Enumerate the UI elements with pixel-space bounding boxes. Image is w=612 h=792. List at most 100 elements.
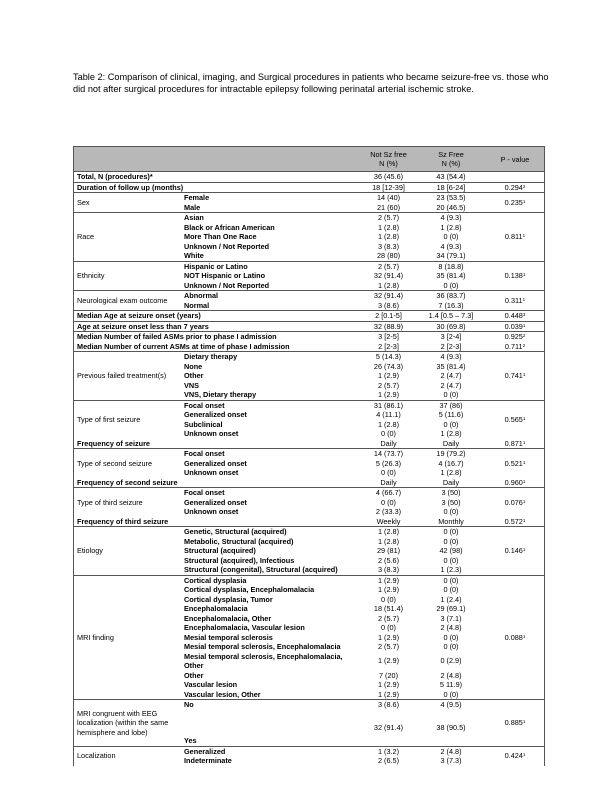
sz-free-value: 5 (11.6) (438, 410, 464, 419)
not-sz-free-value: 1 (2.8) (377, 536, 400, 546)
sz-free-value: Monthly (438, 516, 464, 526)
row-group: Etiology Genetic, Structural (acquired) 1 … (74, 527, 544, 575)
sz-free-value: 18 [6-24] (436, 182, 466, 192)
sz-free-value: 0 (0) (443, 585, 459, 594)
p-value-test-marker: 2 (522, 333, 526, 338)
table-row: Vascular lesion 1 (2.9) 5 11.9) (184, 680, 486, 690)
sz-free-value: 2 (4.7) (440, 380, 462, 390)
table-row: Dietary therapy 5 (14.3) 4 (9.3) (184, 352, 486, 362)
table-row: Total, N (procedures)* 36 (45.6) 43 (54.4) (74, 172, 544, 182)
table-row: Generalized 1 (3.2) 2 (4.8) (184, 747, 486, 757)
not-sz-free-value: 1 (2.8) (377, 222, 400, 232)
category-label: Dietary therapy (184, 352, 238, 361)
category-label: Subclinical (184, 419, 223, 429)
table-row: Cortical dysplasia, Tumor 0 (0) 1 (2.4) (184, 595, 486, 605)
category-label: Structural (congenital), Structural (acq… (184, 565, 338, 574)
not-sz-free-value: 14 (40) (376, 193, 401, 202)
sz-free-value: 8 (18.8) (438, 261, 464, 271)
table-row: Mesial temporal sclerosis, Encephalomala… (184, 652, 486, 671)
category-label: Generalized onset (184, 410, 247, 419)
sz-free-value: 20 (46.5) (436, 202, 466, 212)
sz-free-value: 1.4 [0.5 – 7.3] (428, 311, 474, 320)
not-sz-free-value: 18 [12-39] (372, 182, 405, 192)
not-sz-free-value: 2 (5.7) (377, 642, 400, 651)
p-value-test-marker: 1 (522, 372, 526, 377)
sz-free-value: Daily (442, 477, 460, 487)
table-row: Unknown onset 2 (33.3) 0 (0) (184, 507, 486, 517)
p-value-cell: 0.088 1 (486, 576, 544, 700)
p-value: 0.871 (504, 438, 523, 448)
not-sz-free-value: 0 (0) (380, 468, 396, 477)
table-row: Male 21 (60) 20 (46.5) (184, 203, 486, 213)
group-label: Type of second seizure (77, 458, 153, 468)
row-group: MRI finding Cortical dysplasia 1 (2.9) 0 (0… (74, 576, 544, 700)
p-value-test-marker: 2 (522, 183, 526, 189)
table-row: Median Number of current ASMs at time of… (74, 342, 544, 352)
table-row: NOT Hispanic or Latino 32 (91.4) 35 (81.4) (184, 271, 486, 281)
table-row: Structural (congenital), Structural (acq… (184, 565, 486, 575)
sz-free-value: 37 (86) (439, 400, 463, 410)
p-value-test-marker: 2 (522, 342, 526, 348)
category-label: Unknown onset (184, 507, 239, 516)
not-sz-free-value: Daily (380, 438, 397, 448)
table-row: Unknown onset 0 (0) 1 (2.8) (184, 429, 486, 439)
sz-free-value: 42 (98) (439, 546, 463, 555)
row-label: Frequency of seizure (77, 438, 150, 448)
not-sz-free-value: 1 (3.2) (377, 746, 400, 756)
header-not-sz-free: Not Sz free N (%) (370, 150, 407, 168)
p-value-cell: 0.4483 (486, 311, 544, 321)
group-label: Etiology (77, 546, 103, 555)
category-label: Other (184, 371, 204, 380)
not-sz-free-value: 0 (0) (380, 497, 396, 507)
p-value: 0.235 (504, 197, 523, 207)
sz-free-value: 0 (0) (443, 527, 459, 536)
sz-free-value: 0 (0) (443, 419, 459, 429)
category-label: Normal (184, 300, 210, 310)
p-value-test-marker: 1 (522, 547, 526, 552)
sz-free-value: 4 (9.3) (440, 241, 462, 251)
not-sz-free-value: 3 (8.6) (377, 700, 400, 709)
table-row: Other 1 (2.9) 2 (4.7) (184, 371, 486, 381)
category-label: Generalized (184, 746, 226, 756)
table-row: Frequency of third seizure Weekly Monthly 0… (74, 517, 544, 527)
category-label: Other (184, 670, 204, 680)
sz-free-value: 19 (79.2) (436, 449, 466, 458)
p-value-test-marker: 1 (522, 233, 526, 238)
table-section: Median Number of current ASMs at time of… (74, 342, 544, 352)
not-sz-free-value: 0 (0) (380, 429, 396, 438)
table-section: Neurological exam outcome Abnormal 32 (91.… (74, 291, 544, 311)
p-value: 0.711 (504, 341, 523, 351)
sz-free-value: 0 (0) (443, 555, 459, 565)
group-label: Sex (77, 197, 90, 207)
category-label: Encephalomalacia, Other (184, 613, 272, 623)
sz-free-value: 3 (50) (441, 497, 461, 507)
sz-free-value: 3 (7.1) (440, 613, 462, 623)
p-value: 0.925 (504, 332, 523, 341)
not-sz-free-value: 1 (2.9) (377, 390, 400, 399)
not-sz-free-value: 4 (11.1) (376, 410, 401, 419)
table-row: Mesial temporal sclerosis, Encephalomala… (184, 642, 486, 652)
table-caption: Table 2: Comparison of clinical, imaging… (73, 72, 549, 94)
p-value: 0.076 (504, 497, 523, 507)
not-sz-free-value: 3 (8.6) (377, 300, 400, 310)
table-section: Etiology Genetic, Structural (acquired) 1 … (74, 527, 544, 576)
row-group: Race Asian 2 (5.7) 4 (9.3) Black or African … (74, 213, 544, 261)
p-value-cell: 0.8711 (486, 439, 544, 449)
sz-free-value: 1 (2.4) (440, 594, 462, 604)
not-sz-free-value: 32 (91.4) (373, 291, 404, 300)
table-row: Metabolic, Structural (acquired) 1 (2.8) 0… (184, 537, 486, 547)
table-section: Localization Generalized 1 (3.2) 2 (4.8) Ind… (74, 747, 544, 766)
category-label: Unknown / Not Reported (184, 280, 270, 290)
table-row: Generalized onset 5 (26.3) 4 (16.7) (184, 459, 486, 469)
category-label: Encephalomalacia, Vascular lesion (184, 623, 305, 632)
row-label: Frequency of third seizure (77, 516, 169, 526)
sz-free-value: 0 (0) (443, 632, 459, 642)
category-label: Unknown / Not Reported (184, 241, 270, 251)
group-rows: No 3 (8.6) 4 (9.5) Yes 32 (91.4) 38 (90.5) (184, 700, 486, 746)
table-section: Sex Female 14 (40) 23 (53.5) Male 21 (60) 20 (… (74, 193, 544, 213)
category-label: Focal onset (184, 488, 225, 497)
p-value-cell: 0.521 1 (486, 449, 544, 478)
p-value-cell: 0.0391 (486, 322, 544, 332)
not-sz-free-value: 2 [2-3] (378, 341, 399, 351)
not-sz-free-value: 32 (88.9) (373, 321, 404, 331)
